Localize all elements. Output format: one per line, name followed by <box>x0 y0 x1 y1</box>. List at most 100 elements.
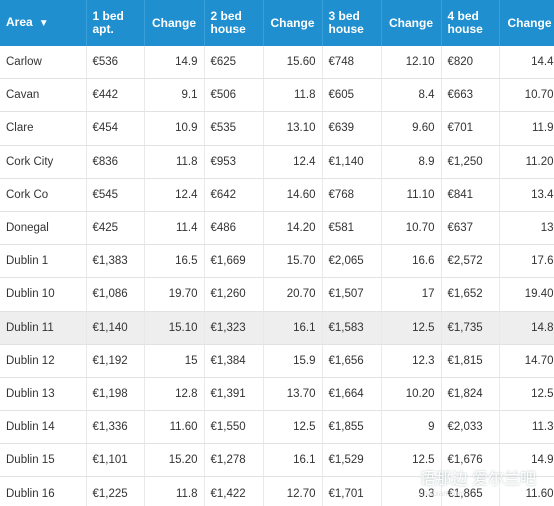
cell-change: 17.6 <box>499 244 554 279</box>
cell-change: 16.6 <box>381 244 442 279</box>
table-row[interactable]: Carlow €536 14.9 €625 15.60 €748 12.10 €820 14.4 <box>0 46 554 80</box>
cell-change: 12.8 <box>144 377 205 412</box>
header-change-1[interactable]: Change <box>144 0 205 46</box>
cell-rent: €1,815 <box>441 344 500 378</box>
cell-change: 11.8 <box>144 476 205 506</box>
cell-change: 19.70 <box>144 277 205 312</box>
cell-change: 15.9 <box>263 344 323 378</box>
table-row[interactable]: Dublin 14 €1,336 11.60 €1,550 12.5 €1,855 9 €2,… <box>0 410 554 445</box>
table-row[interactable]: Dublin 10 €1,086 19.70 €1,260 20.70 €1,507 17 €… <box>0 277 554 312</box>
cell-change: 15.70 <box>263 244 323 279</box>
table-row[interactable]: Cork Co €545 12.4 €642 14.60 €768 11.10 €841 13.… <box>0 178 554 212</box>
header-area[interactable]: Area ▼ <box>0 0 87 46</box>
cell-rent: €535 <box>204 111 264 146</box>
cell-change: 11.60 <box>144 410 205 445</box>
cell-change: 13.10 <box>263 111 323 146</box>
cell-rent: €1,140 <box>86 311 145 345</box>
header-3-bed-house[interactable]: 3 bed house <box>322 0 382 46</box>
cell-rent: €1,192 <box>86 344 145 378</box>
table-row[interactable]: Dublin 11 €1,140 15.10 €1,323 16.1 €1,583 12.5… <box>0 311 554 345</box>
cell-rent: €536 <box>86 46 145 80</box>
header-change-2[interactable]: Change <box>263 0 323 46</box>
table-row[interactable]: Dublin 1 €1,383 16.5 €1,669 15.70 €2,065 16.6 €… <box>0 244 554 279</box>
cell-rent: €1,664 <box>322 377 382 412</box>
cell-change: 10.9 <box>144 111 205 146</box>
table-row[interactable]: Donegal €425 11.4 €486 14.20 €581 10.70 €637 13 <box>0 211 554 246</box>
table-body: Carlow €536 14.9 €625 15.60 €748 12.10 €820 14.4… <box>0 46 554 506</box>
cell-rent: €2,065 <box>322 244 382 279</box>
header-change-3[interactable]: Change <box>381 0 442 46</box>
cell-change: 15.10 <box>144 311 205 345</box>
table-row[interactable]: Clare €454 10.9 €535 13.10 €639 9.60 €701 11.9 <box>0 111 554 146</box>
cell-area: Cork Co <box>0 178 87 212</box>
header-4-bed-house[interactable]: 4 bed house <box>441 0 500 46</box>
cell-rent: €1,422 <box>204 476 264 506</box>
cell-rent: €486 <box>204 211 264 246</box>
cell-rent: €1,250 <box>441 145 500 179</box>
cell-change: 11.3 <box>499 410 554 445</box>
cell-change: 10.20 <box>381 377 442 412</box>
table-row[interactable]: Dublin 13 €1,198 12.8 €1,391 13.70 €1,664 10.2… <box>0 377 554 412</box>
table-row[interactable]: Dublin 15 €1,101 15.20 €1,278 16.1 €1,529 12.5… <box>0 443 554 478</box>
cell-area: Dublin 10 <box>0 277 87 312</box>
cell-change: 12.3 <box>381 344 442 378</box>
cell-rent: €1,676 <box>441 443 500 478</box>
cell-change: 10.70 <box>499 78 554 113</box>
cell-rent: €454 <box>86 111 145 146</box>
cell-rent: €1,652 <box>441 277 500 312</box>
cell-area: Dublin 15 <box>0 443 87 478</box>
cell-rent: €1,383 <box>86 244 145 279</box>
cell-rent: €748 <box>322 46 382 80</box>
cell-area: Clare <box>0 111 87 146</box>
cell-area: Carlow <box>0 46 87 80</box>
cell-rent: €953 <box>204 145 264 179</box>
cell-change: 13.70 <box>263 377 323 412</box>
table-row[interactable]: Dublin 12 €1,192 15 €1,384 15.9 €1,656 12.3 €1,… <box>0 344 554 378</box>
cell-rent: €1,529 <box>322 443 382 478</box>
watermark: 语那边 爱尔兰吧 finabian.com <box>419 471 536 498</box>
table-row[interactable]: Cork City €836 11.8 €953 12.4 €1,140 8.9 €1,250… <box>0 145 554 179</box>
cell-change: 12.10 <box>381 46 442 80</box>
cell-area: Dublin 1 <box>0 244 87 279</box>
cell-change: 11.60 <box>499 476 554 506</box>
header-change-4[interactable]: Change <box>499 0 554 46</box>
table-header-row: Area ▼ 1 bed apt. Change 2 bed house Change… <box>0 0 554 46</box>
cell-change: 14.9 <box>499 443 554 478</box>
cell-change: 16.5 <box>144 244 205 279</box>
cell-rent: €1,198 <box>86 377 145 412</box>
cell-rent: €2,572 <box>441 244 500 279</box>
header-1-bed-apt[interactable]: 1 bed apt. <box>86 0 145 46</box>
cell-change: 19.40 <box>499 277 554 312</box>
cell-rent: €581 <box>322 211 382 246</box>
cell-change: 15.60 <box>263 46 323 80</box>
sort-down-icon[interactable]: ▼ <box>38 18 49 29</box>
cell-rent: €2,033 <box>441 410 500 445</box>
cell-area: Donegal <box>0 211 87 246</box>
table-row[interactable]: Dublin 16 €1,225 11.8 €1,422 12.70 €1,701 9.3 €… <box>0 476 554 506</box>
cell-change: 11.20 <box>499 145 554 179</box>
cell-rent: €625 <box>204 46 264 80</box>
header-2-bed-house[interactable]: 2 bed house <box>204 0 264 46</box>
cell-change: 14.70 <box>499 344 554 378</box>
cell-area: Dublin 16 <box>0 476 87 506</box>
cell-area: Cavan <box>0 78 87 113</box>
cell-rent: €1,656 <box>322 344 382 378</box>
cell-area: Dublin 13 <box>0 377 87 412</box>
cell-rent: €639 <box>322 111 382 146</box>
cell-change: 8.9 <box>381 145 442 179</box>
cell-rent: €836 <box>86 145 145 179</box>
table-row[interactable]: Cavan €442 9.1 €506 11.8 €605 8.4 €663 10.70 <box>0 78 554 113</box>
cell-change: 12.5 <box>499 377 554 412</box>
cell-rent: €820 <box>441 46 500 80</box>
cell-rent: €1,507 <box>322 277 382 312</box>
cell-rent: €1,855 <box>322 410 382 445</box>
cell-rent: €1,583 <box>322 311 382 345</box>
cell-change: 11.4 <box>144 211 205 246</box>
cell-rent: €637 <box>441 211 500 246</box>
cell-change: 11.9 <box>499 111 554 146</box>
cell-change: 16.1 <box>263 443 323 478</box>
cell-rent: €1,278 <box>204 443 264 478</box>
cell-change: 9.60 <box>381 111 442 146</box>
cell-rent: €1,735 <box>441 311 500 345</box>
